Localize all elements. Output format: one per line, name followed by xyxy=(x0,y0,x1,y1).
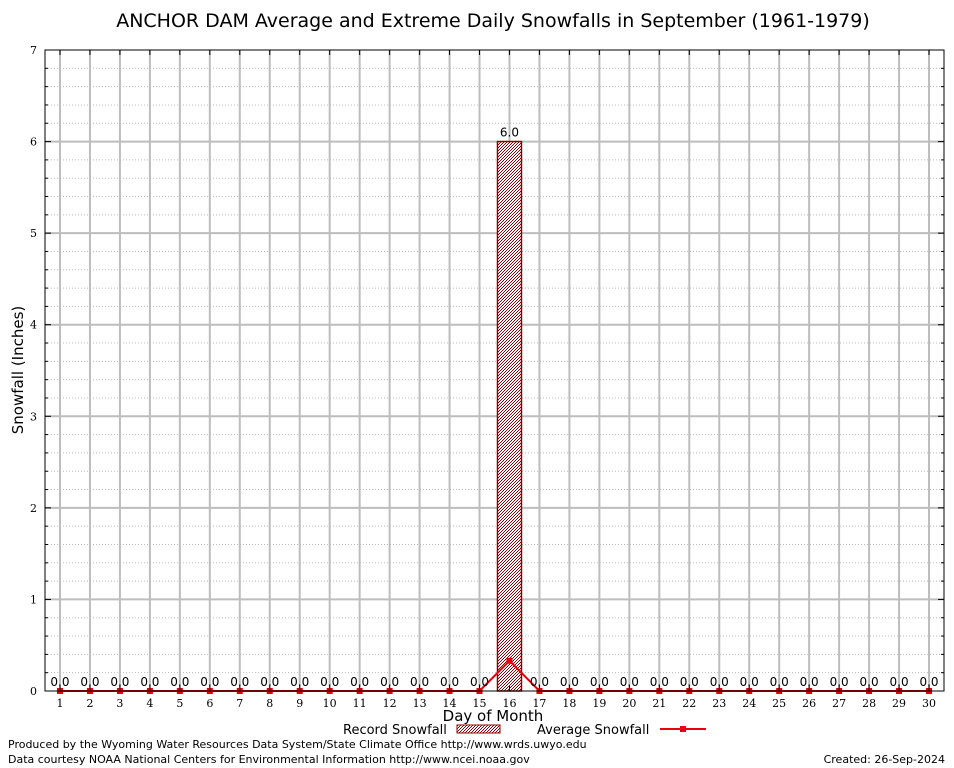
footer-created: Created: 26-Sep-2024 xyxy=(824,753,945,766)
data-label-day-2: 0.0 xyxy=(80,675,99,689)
legend-swatch-record xyxy=(456,724,501,734)
bars xyxy=(496,140,523,692)
y-tick-label: 6 xyxy=(30,136,37,149)
x-tick-label-28: 28 xyxy=(862,697,876,710)
x-tick-label-14: 14 xyxy=(443,697,457,710)
data-label-day-13: 0.0 xyxy=(410,675,429,689)
x-tick-label-1: 1 xyxy=(56,697,63,710)
footer-source: Data courtesy NOAA National Centers for … xyxy=(8,753,530,766)
x-tick-label-15: 15 xyxy=(473,697,487,710)
data-label-day-19: 0.0 xyxy=(590,675,609,689)
x-tick-label-25: 25 xyxy=(772,697,786,710)
x-tick-label-23: 23 xyxy=(712,697,726,710)
chart-title: ANCHOR DAM Average and Extreme Daily Sno… xyxy=(116,10,870,32)
x-tick-label-16: 16 xyxy=(502,697,516,710)
data-label-day-10: 0.0 xyxy=(320,675,339,689)
y-tick-label: 4 xyxy=(30,319,37,332)
x-tick-label-9: 9 xyxy=(296,697,303,710)
x-tick-labels: 1 2 3 4 5 6 7 8 9 10 11 12 13 14 15 16 17 18 19 20 21 22 23 24 2… xyxy=(56,697,936,710)
data-label-day-14: 0.0 xyxy=(440,675,459,689)
x-tick-label-29: 29 xyxy=(892,697,906,710)
x-tick-label-17: 17 xyxy=(532,697,546,710)
x-tick-label-19: 19 xyxy=(592,697,606,710)
data-label-day-25: 0.0 xyxy=(770,675,789,689)
data-label-day-11: 0.0 xyxy=(350,675,369,689)
x-tick-label-11: 11 xyxy=(353,697,367,710)
legend-label-record: Record Snowfall xyxy=(343,723,447,738)
y-axis-label: Snowfall (Inches) xyxy=(9,306,27,434)
x-tick-label-22: 22 xyxy=(682,697,696,710)
y-tick-label: 3 xyxy=(30,410,37,423)
grid xyxy=(45,50,944,691)
x-tick-label-2: 2 xyxy=(86,697,93,710)
x-axis-label: Day of Month xyxy=(443,707,544,725)
y-tick-label: 7 xyxy=(30,44,37,57)
data-label-day-23: 0.0 xyxy=(710,675,729,689)
x-tick-label-30: 30 xyxy=(922,697,936,710)
footer-producer: Produced by the Wyoming Water Resources … xyxy=(8,738,587,751)
plot-frame xyxy=(44,49,945,692)
data-label-day-20: 0.0 xyxy=(620,675,639,689)
x-tick-label-8: 8 xyxy=(266,697,273,710)
y-tick-label: 0 xyxy=(30,685,37,698)
x-tick-label-20: 20 xyxy=(622,697,636,710)
data-label-day-5: 0.0 xyxy=(170,675,189,689)
x-tick-label-26: 26 xyxy=(802,697,816,710)
data-labels: 0.0 0.0 0.0 0.0 0.0 0.0 0.0 0.0 0.0 0.0 0.0 0.0 0.0 0… xyxy=(50,126,938,689)
y-tick-labels: 0 1 2 3 4 5 6 7 xyxy=(30,44,37,698)
legend-label-average: Average Snowfall xyxy=(537,723,649,738)
bar-day-16 xyxy=(496,140,523,692)
data-label-day-15: 0.0 xyxy=(470,675,489,689)
y-tick-label: 5 xyxy=(30,227,37,240)
data-label-day-26: 0.0 xyxy=(800,675,819,689)
x-tick-label-24: 24 xyxy=(742,697,756,710)
data-label-day-18: 0.0 xyxy=(560,675,579,689)
x-tick-label-12: 12 xyxy=(383,697,397,710)
data-label-day-7: 0.0 xyxy=(230,675,249,689)
x-tick-label-13: 13 xyxy=(413,697,427,710)
data-label-day-24: 0.0 xyxy=(740,675,759,689)
data-label-day-22: 0.0 xyxy=(680,675,699,689)
x-tick-label-6: 6 xyxy=(206,697,213,710)
data-label-day-6: 0.0 xyxy=(200,675,219,689)
data-label-day-12: 0.0 xyxy=(380,675,399,689)
y-tick-label: 1 xyxy=(30,593,37,606)
data-label-day-29: 0.0 xyxy=(890,675,909,689)
average-point-day-16 xyxy=(506,657,513,664)
legend: Record Snowfall Average Snowfall xyxy=(343,723,706,738)
axes xyxy=(44,49,945,692)
y-tick-label: 2 xyxy=(30,502,37,515)
data-label-day-28: 0.0 xyxy=(860,675,879,689)
data-label-day-1: 0.0 xyxy=(50,675,69,689)
data-label-day-9: 0.0 xyxy=(290,675,309,689)
data-label-day-4: 0.0 xyxy=(140,675,159,689)
x-tick-label-27: 27 xyxy=(832,697,846,710)
x-tick-label-18: 18 xyxy=(562,697,576,710)
data-label-day-8: 0.0 xyxy=(260,675,279,689)
data-label-day-16: 6.0 xyxy=(500,126,519,140)
x-tick-label-7: 7 xyxy=(236,697,243,710)
x-tick-label-4: 4 xyxy=(146,697,153,710)
x-tick-label-21: 21 xyxy=(652,697,666,710)
data-label-day-17: 0.0 xyxy=(530,675,549,689)
x-tick-label-5: 5 xyxy=(176,697,183,710)
data-label-day-30: 0.0 xyxy=(919,675,938,689)
x-tick-label-3: 3 xyxy=(116,697,123,710)
data-label-day-3: 0.0 xyxy=(110,675,129,689)
legend-marker-average xyxy=(680,726,686,732)
data-label-day-21: 0.0 xyxy=(650,675,669,689)
data-label-day-27: 0.0 xyxy=(830,675,849,689)
x-tick-label-10: 10 xyxy=(323,697,337,710)
